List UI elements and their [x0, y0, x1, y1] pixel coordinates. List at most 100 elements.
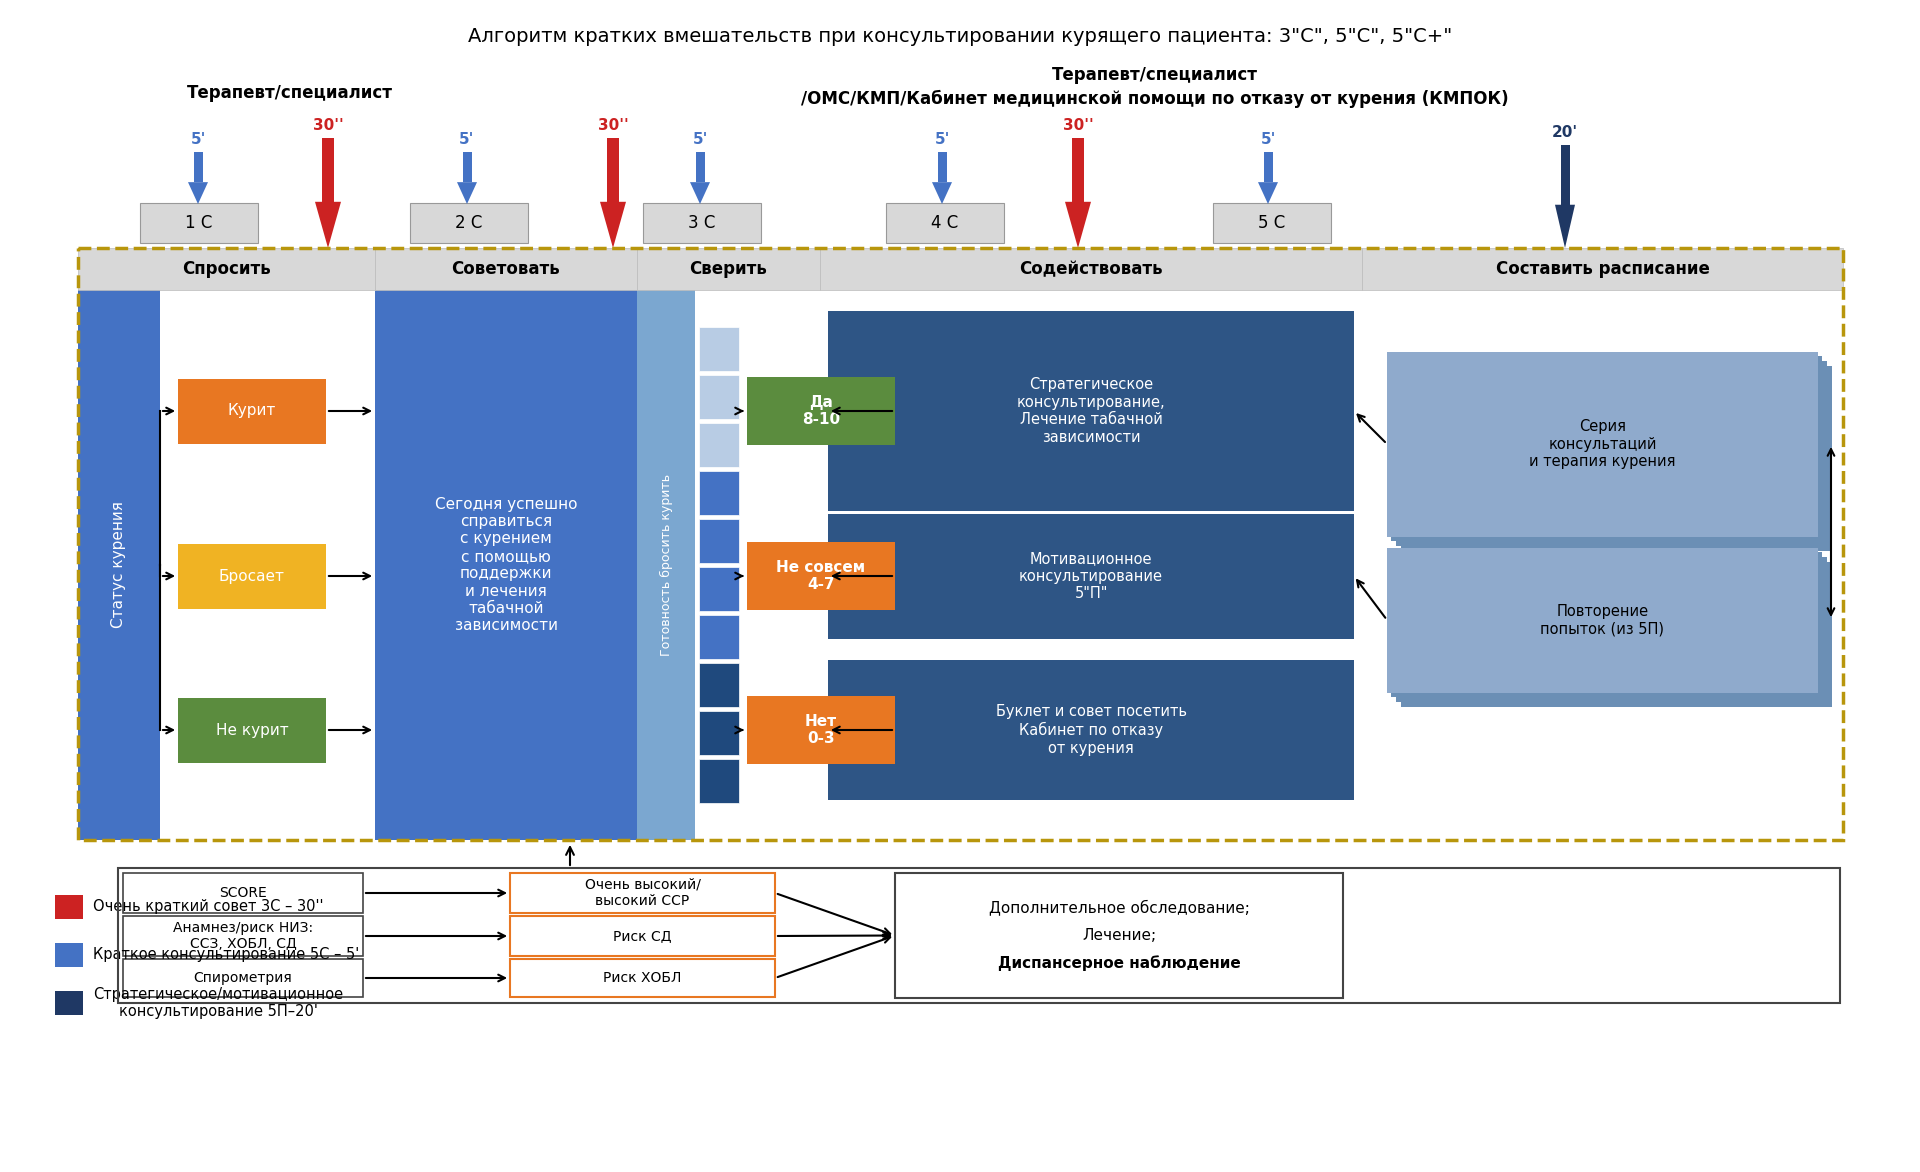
Text: Сверить: Сверить	[689, 260, 768, 278]
Text: 30'': 30''	[1062, 118, 1092, 132]
Text: Алгоритм кратких вмешательств при консультировании курящего пациента: 3"С", 5"С": Алгоритм кратких вмешательств при консул…	[468, 27, 1452, 46]
Polygon shape	[188, 182, 207, 204]
FancyBboxPatch shape	[820, 248, 1361, 289]
FancyBboxPatch shape	[747, 696, 895, 764]
Polygon shape	[457, 182, 476, 204]
FancyBboxPatch shape	[1386, 352, 1818, 537]
FancyBboxPatch shape	[637, 289, 695, 840]
FancyBboxPatch shape	[828, 660, 1354, 800]
Text: 30'': 30''	[597, 118, 628, 132]
Text: Не совсем
4-7: Не совсем 4-7	[776, 560, 866, 592]
FancyBboxPatch shape	[1386, 547, 1818, 693]
FancyBboxPatch shape	[699, 759, 739, 803]
Text: 3 С: 3 С	[687, 214, 716, 232]
Text: Статус курения: Статус курения	[111, 502, 127, 628]
Text: Лечение;: Лечение;	[1083, 928, 1156, 943]
Polygon shape	[1258, 182, 1279, 204]
Polygon shape	[1263, 152, 1273, 182]
Text: Очень высокий/
высокий ССР: Очень высокий/ высокий ССР	[584, 878, 701, 908]
Text: Не курит: Не курит	[215, 722, 288, 737]
FancyBboxPatch shape	[511, 959, 776, 997]
FancyBboxPatch shape	[1396, 557, 1828, 702]
Text: 4 С: 4 С	[931, 214, 958, 232]
Text: 1 С: 1 С	[186, 214, 213, 232]
Text: Серия
консультаций
и терапия курения: Серия консультаций и терапия курения	[1528, 420, 1676, 469]
FancyBboxPatch shape	[1402, 366, 1832, 551]
Text: 5': 5'	[1260, 132, 1275, 146]
Polygon shape	[599, 202, 626, 248]
Text: Риск СД: Риск СД	[612, 929, 672, 943]
FancyBboxPatch shape	[637, 248, 820, 289]
FancyBboxPatch shape	[895, 873, 1342, 999]
Polygon shape	[937, 152, 947, 182]
FancyBboxPatch shape	[1390, 552, 1822, 696]
FancyBboxPatch shape	[123, 873, 363, 913]
Text: 30'': 30''	[313, 118, 344, 132]
Polygon shape	[931, 182, 952, 204]
FancyBboxPatch shape	[140, 203, 257, 243]
FancyBboxPatch shape	[699, 375, 739, 420]
Polygon shape	[1561, 145, 1569, 205]
FancyBboxPatch shape	[79, 289, 159, 840]
Polygon shape	[194, 152, 202, 182]
FancyBboxPatch shape	[1213, 203, 1331, 243]
FancyBboxPatch shape	[699, 711, 739, 755]
Text: Буклет и совет посетить
Кабинет по отказу
от курения: Буклет и совет посетить Кабинет по отказ…	[995, 704, 1187, 756]
Text: Нет
0-3: Нет 0-3	[804, 714, 837, 747]
Text: Анамнез/риск НИЗ:
ССЗ, ХОБЛ, СД: Анамнез/риск НИЗ: ССЗ, ХОБЛ, СД	[173, 921, 313, 952]
Polygon shape	[695, 152, 705, 182]
FancyBboxPatch shape	[511, 873, 776, 913]
Text: 5': 5'	[190, 132, 205, 146]
Polygon shape	[315, 202, 342, 248]
Bar	[117, 868, 1839, 1003]
FancyBboxPatch shape	[699, 567, 739, 611]
FancyBboxPatch shape	[79, 248, 374, 289]
FancyBboxPatch shape	[56, 895, 83, 919]
FancyBboxPatch shape	[179, 379, 326, 443]
Text: 5 С: 5 С	[1258, 214, 1286, 232]
Text: Краткое консультирование 5С – 5': Краткое консультирование 5С – 5'	[92, 947, 359, 962]
Polygon shape	[689, 182, 710, 204]
Text: Повторение
попыток (из 5П): Повторение попыток (из 5П)	[1540, 604, 1665, 636]
FancyBboxPatch shape	[123, 959, 363, 997]
FancyBboxPatch shape	[747, 541, 895, 609]
Text: SCORE: SCORE	[219, 886, 267, 900]
Text: 20': 20'	[1551, 125, 1578, 139]
FancyBboxPatch shape	[828, 311, 1354, 511]
FancyBboxPatch shape	[1396, 361, 1828, 545]
FancyBboxPatch shape	[56, 943, 83, 967]
FancyBboxPatch shape	[699, 663, 739, 707]
FancyBboxPatch shape	[374, 248, 637, 289]
Text: /ОМС/КМП/Кабинет медицинской помощи по отказу от курения (КМПОК): /ОМС/КМП/Кабинет медицинской помощи по о…	[801, 90, 1509, 108]
Text: Да
8-10: Да 8-10	[803, 395, 841, 428]
FancyBboxPatch shape	[699, 423, 739, 466]
Text: Сегодня успешно
справиться
с курением
с помощью
поддержки
и лечения
табачной
зав: Сегодня успешно справиться с курением с …	[434, 497, 578, 633]
FancyBboxPatch shape	[56, 992, 83, 1015]
FancyBboxPatch shape	[828, 513, 1354, 639]
FancyBboxPatch shape	[699, 519, 739, 563]
Text: Бросает: Бросает	[219, 568, 284, 584]
FancyBboxPatch shape	[411, 203, 528, 243]
Text: Риск ХОБЛ: Риск ХОБЛ	[603, 970, 682, 984]
Text: Терапевт/специалист: Терапевт/специалист	[1052, 66, 1258, 84]
Polygon shape	[463, 152, 472, 182]
FancyBboxPatch shape	[1361, 248, 1843, 289]
FancyBboxPatch shape	[699, 327, 739, 372]
FancyBboxPatch shape	[643, 203, 760, 243]
Text: Очень краткий совет 3С – 30'': Очень краткий совет 3С – 30''	[92, 899, 323, 914]
Text: Дополнительное обследование;: Дополнительное обследование;	[989, 900, 1250, 915]
FancyBboxPatch shape	[1390, 355, 1822, 540]
FancyBboxPatch shape	[374, 289, 637, 840]
FancyBboxPatch shape	[885, 203, 1004, 243]
Text: 5': 5'	[459, 132, 474, 146]
FancyBboxPatch shape	[179, 697, 326, 763]
FancyBboxPatch shape	[179, 544, 326, 608]
Text: Терапевт/специалист: Терапевт/специалист	[186, 84, 394, 102]
FancyBboxPatch shape	[699, 615, 739, 659]
Text: Стратегическое/мотивационное
консультирование 5П–20': Стратегическое/мотивационное консультиро…	[92, 987, 344, 1020]
Text: Спирометрия: Спирометрия	[194, 970, 292, 984]
FancyBboxPatch shape	[123, 917, 363, 956]
Polygon shape	[323, 138, 334, 202]
Text: 5': 5'	[935, 132, 950, 146]
Text: Стратегическое
консультирование,
Лечение табачной
зависимости: Стратегическое консультирование, Лечение…	[1018, 377, 1165, 444]
